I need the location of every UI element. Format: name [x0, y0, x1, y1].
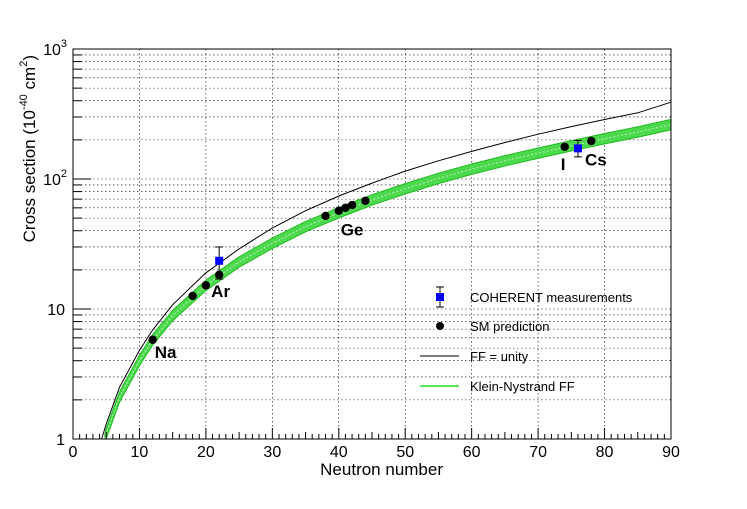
sm-prediction-point [587, 136, 596, 146]
x-tick-label: 30 [263, 444, 281, 461]
annotation-ar: Ar [211, 282, 230, 301]
annotation-i: I [561, 155, 566, 174]
x-tick-label: 10 [131, 444, 149, 461]
x-tick-labels: 0 10 20 30 40 50 60 70 80 90 [69, 444, 680, 461]
ff-unity-line [101, 101, 672, 440]
sm-prediction-point [334, 206, 343, 215]
sm-prediction-point [361, 196, 370, 205]
sm-prediction-point [201, 281, 211, 290]
legend-marker-sm [436, 322, 444, 330]
y-tick-label-1000: 103 [43, 38, 67, 59]
legend-label-klein-nystrand: Klein-Nystrand FF [470, 379, 575, 394]
sm-prediction-point [341, 203, 350, 213]
coherent-measurement-point [573, 139, 582, 158]
x-tick-label: 0 [69, 444, 78, 461]
x-axis-label: Neutron number [320, 460, 443, 479]
axis-ticks [72, 54, 672, 440]
x-tick-label: 50 [396, 444, 414, 461]
annotation-ge: Ge [341, 221, 364, 240]
legend-label-ff-unity: FF = unity [470, 349, 529, 364]
legend-marker-coherent [436, 286, 444, 308]
measurement-marker [573, 144, 582, 153]
x-tick-label: 80 [596, 444, 614, 461]
x-tick-label: 40 [330, 444, 348, 461]
measurement-marker [215, 256, 224, 265]
sm-prediction-point [560, 142, 569, 151]
y-tick-label-10: 10 [47, 302, 65, 319]
x-tick-label: 60 [463, 444, 481, 461]
legend: COHERENT measurements SM prediction FF =… [420, 286, 633, 394]
sm-prediction-point [321, 211, 330, 221]
x-tick-label: 90 [662, 444, 680, 461]
legend-label-coherent: COHERENT measurements [470, 290, 633, 305]
x-tick-label: 70 [529, 444, 547, 461]
y-axis-label: Cross section (10-40 cm2) [18, 55, 39, 242]
sm-prediction-point [148, 335, 157, 344]
sm-prediction-point [347, 200, 357, 210]
ff-unity-curve [101, 101, 672, 440]
y-tick-label-100: 102 [43, 168, 67, 189]
annotation-cs: Cs [585, 150, 607, 169]
x-tick-label: 20 [197, 444, 215, 461]
grid [73, 49, 671, 439]
annotation-na: Na [155, 343, 177, 362]
sm-prediction-point [188, 291, 197, 301]
y-tick-label-1: 1 [56, 432, 65, 449]
y-tick-labels: 1 10 102 103 [43, 38, 67, 449]
coherent-measurement-point [215, 246, 224, 280]
data-points [148, 136, 596, 344]
klein-nystrand-center [104, 124, 672, 440]
legend-label-sm: SM prediction [470, 319, 549, 334]
plot-frame [72, 48, 672, 440]
